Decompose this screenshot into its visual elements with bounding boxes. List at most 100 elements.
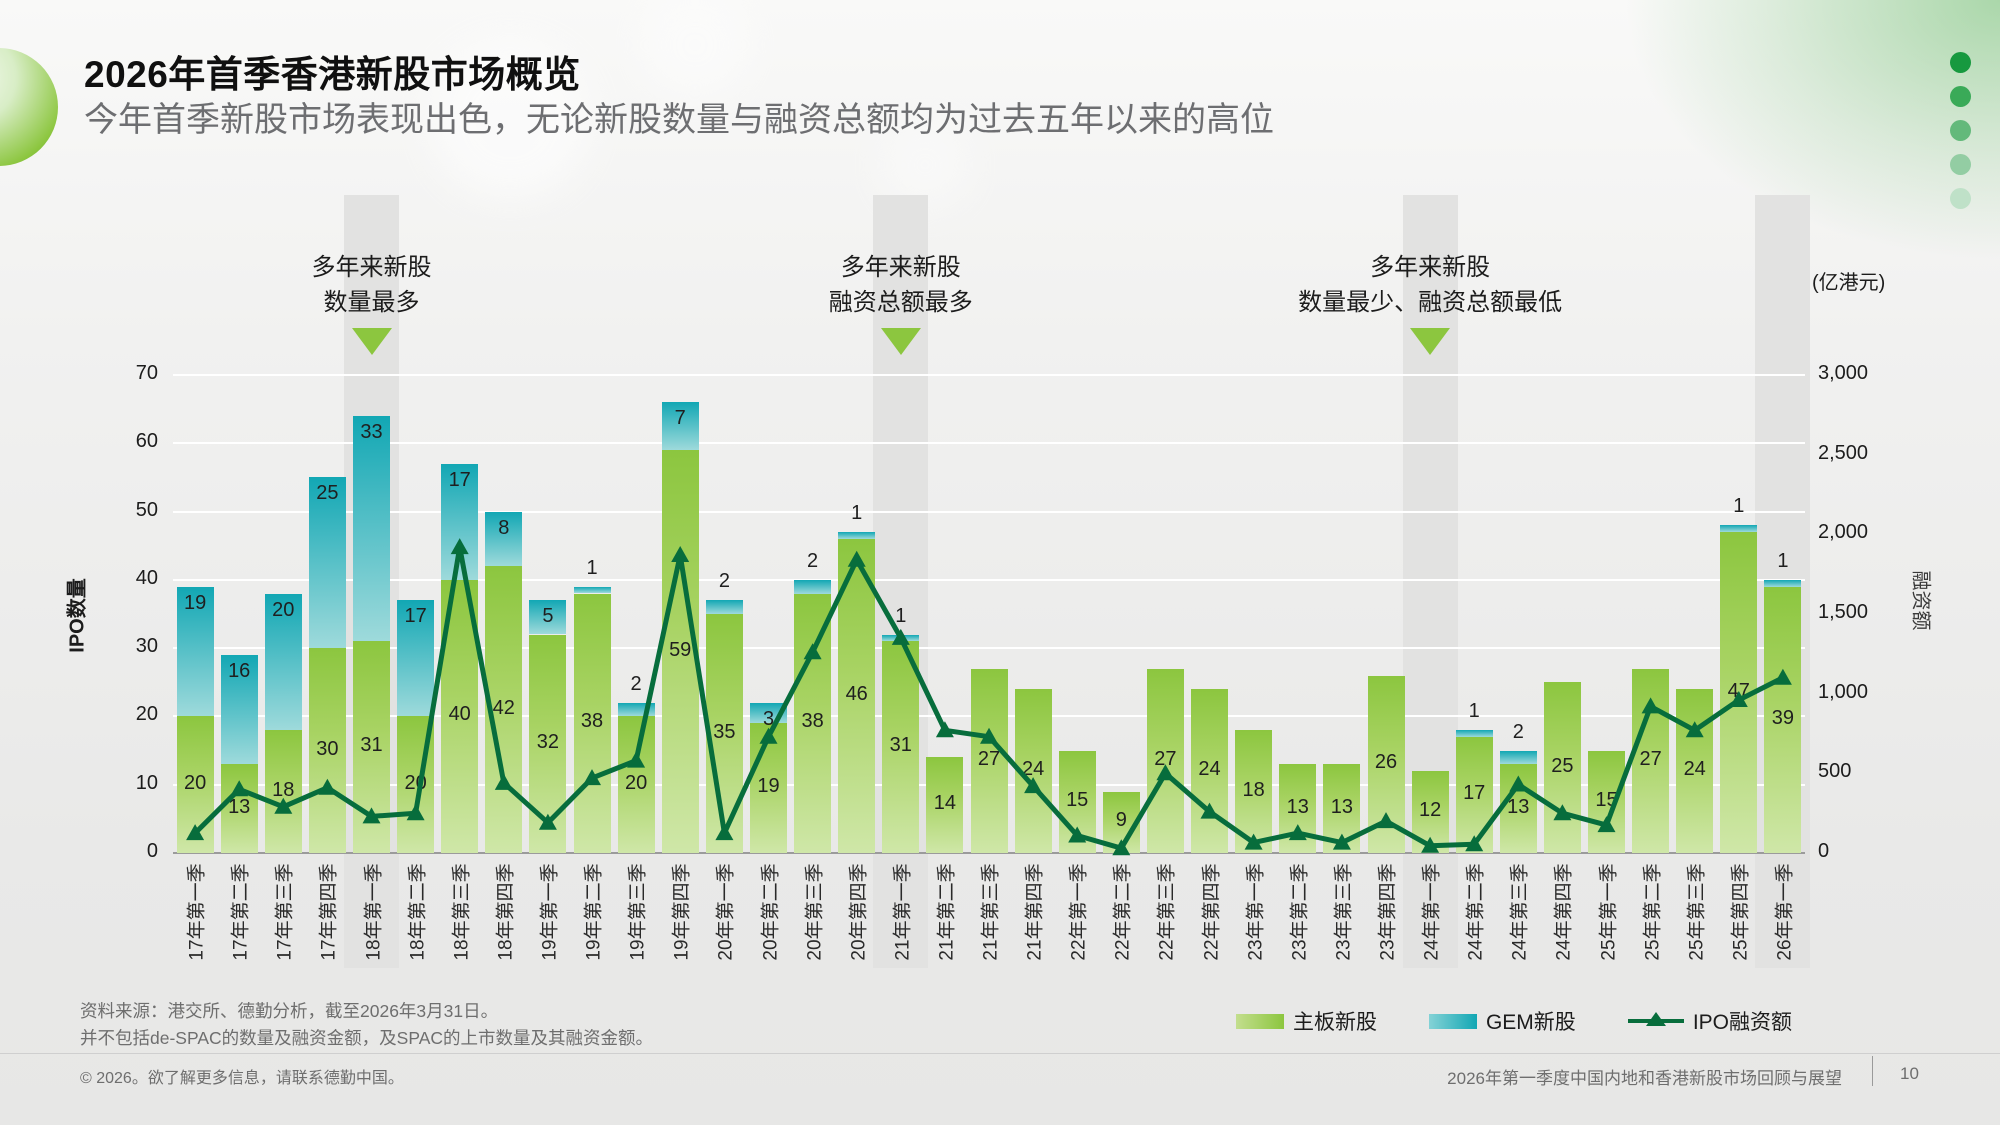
annotation: 多年来新股 数量最少、融资总额最低 — [1150, 250, 1710, 320]
page-number: 10 — [1900, 1064, 1919, 1083]
bar-label-main: 39 — [1771, 706, 1795, 729]
x-tick-text: 20年第一季 — [715, 863, 737, 961]
annotation-arrow-icon — [1410, 328, 1451, 355]
bar-label-gem: 17 — [404, 605, 427, 628]
annotation-line: 多年来新股 — [311, 254, 432, 281]
bar-label-gem: 5 — [542, 605, 554, 628]
legend-label-gem: GEM新股 — [1485, 1011, 1576, 1034]
annotation-line: 数量最多 — [323, 289, 420, 316]
bar-label-gem: 1 — [586, 556, 598, 579]
legend-item-gem: GEM新股 — [1428, 1006, 1576, 1036]
x-tick-text: 26年第一季 — [1774, 863, 1796, 961]
bar-gem — [1764, 579, 1802, 587]
bar-label-main: 15 — [1595, 788, 1618, 811]
x-tick-text: 24年第一季 — [1421, 863, 1443, 961]
x-tick-text: 21年第一季 — [892, 863, 914, 961]
x-tick-text: 24年第四季 — [1553, 863, 1575, 961]
x-tick-text: 24年第三季 — [1509, 863, 1531, 961]
left-tick-label: 30 — [135, 635, 158, 658]
x-tick-text: 22年第一季 — [1068, 863, 1090, 961]
x-tick-text: 17年第四季 — [318, 863, 340, 961]
bar-gem — [794, 579, 832, 594]
bar-label-gem: 8 — [498, 516, 510, 539]
left-tick-label: 20 — [135, 703, 158, 726]
bar-label-gem: 1 — [895, 604, 907, 627]
bar-label-main: 9 — [1115, 809, 1127, 832]
legend-label-ipo-funds: IPO融资额 — [1692, 1011, 1792, 1034]
bar-gem — [573, 586, 611, 594]
main-board-swatch-icon — [1235, 1013, 1284, 1029]
x-tick-text: 18年第四季 — [495, 863, 517, 961]
page-number-separator — [1872, 1056, 1873, 1086]
x-tick-text: 25年第一季 — [1598, 863, 1619, 961]
bar-gem — [705, 600, 743, 614]
page-subtitle: 今年首季新股市场表现出色，无论新股数量与融资总额均为过去五年以来的高位 — [84, 101, 1274, 139]
annotation-line: 多年来新股 — [1370, 254, 1491, 281]
x-tick-text: 21年第三季 — [980, 863, 1002, 961]
bar-label-main: 59 — [669, 638, 692, 661]
x-tick-text: 23年第四季 — [1377, 863, 1399, 961]
deck-title: 2026年第一季度中国内地和香港新股市场回顾与展望 — [1447, 1069, 1842, 1088]
bar-label-main: 31 — [889, 734, 912, 757]
bar-label-gem: 1 — [1777, 549, 1789, 572]
bar-label-main: 24 — [1683, 758, 1706, 781]
bar-gem — [838, 532, 876, 539]
source-line-2: 并不包括de-SPAC的数量及融资金额，及SPAC的上市数量及其融资金额。 — [80, 1028, 654, 1048]
bar-label-main: 32 — [536, 730, 560, 753]
left-tick-label: 10 — [135, 771, 158, 794]
gridline — [173, 374, 1805, 376]
x-tick-text: 25年第二季 — [1642, 863, 1664, 961]
left-tick-label: 0 — [146, 840, 158, 862]
bar-label-gem: 16 — [228, 660, 251, 682]
corner-dot-icon — [1950, 154, 1971, 175]
source-footnotes: 资料来源：港交所、德勤分析，截至2026年3月31日。 并不包括de-SPAC的… — [80, 998, 653, 1052]
corner-dot-icon — [1950, 120, 1971, 141]
source-line-1: 资料来源：港交所、德勤分析，截至2026年3月31日。 — [80, 1001, 499, 1021]
bar-label-gem: 33 — [360, 421, 383, 443]
page-title: 2026年首季香港新股市场概览 — [84, 54, 581, 95]
bar-label-gem: 25 — [316, 482, 339, 505]
left-tick-label: 70 — [135, 362, 158, 384]
bar-label-main: 38 — [580, 710, 604, 733]
right-tick-label: 1,000 — [1818, 680, 1869, 703]
bar-label-main: 42 — [492, 696, 515, 719]
corner-dot-icon — [1950, 52, 1971, 73]
corner-dot-icon — [1950, 188, 1971, 209]
x-tick-text: 18年第一季 — [363, 863, 384, 961]
bar-label-main: 47 — [1727, 679, 1750, 702]
right-axis-unit-label: (亿港元) — [1812, 272, 1886, 294]
bar-label-main: 20 — [624, 771, 648, 794]
x-tick-text: 25年第四季 — [1730, 863, 1752, 961]
bar-label-gem: 7 — [674, 407, 686, 430]
right-tick-label: 500 — [1818, 760, 1852, 783]
bar-label-gem: 2 — [1512, 720, 1524, 743]
bar-label-main: 46 — [845, 682, 868, 705]
copyright-text: © 2026。欲了解更多信息，请联系德勤中国。 — [80, 1070, 404, 1087]
legend-item-main-board: 主板新股 — [1235, 1006, 1377, 1036]
x-tick-text: 17年第三季 — [274, 863, 296, 961]
x-tick-text: 20年第三季 — [804, 863, 826, 961]
right-tick-label: 3,000 — [1818, 362, 1869, 384]
bar-label-gem: 2 — [630, 672, 642, 695]
x-tick-text: 22年第四季 — [1201, 863, 1222, 961]
bar-label-gem: 1 — [1733, 495, 1745, 518]
x-tick-text: 17年第二季 — [230, 863, 252, 961]
bar-gem — [661, 402, 699, 451]
bar-label-gem: 17 — [448, 468, 471, 491]
x-tick-text: 21年第二季 — [936, 863, 958, 961]
bar-label-gem: 2 — [718, 570, 730, 593]
legend-item-ipo-funds: IPO融资额 — [1627, 1006, 1792, 1036]
legend-label-main-board: 主板新股 — [1292, 1011, 1377, 1034]
x-tick-text: 18年第三季 — [451, 863, 473, 961]
bar-label-main: 31 — [360, 734, 383, 757]
right-tick-label: 0 — [1818, 840, 1830, 862]
bar-label-main: 26 — [1374, 751, 1398, 774]
bar-label-main: 25 — [1551, 754, 1574, 777]
annotation-arrow-icon — [880, 328, 921, 355]
annotation-line: 融资总额最多 — [828, 289, 973, 316]
annotation-line: 多年来新股 — [840, 254, 961, 281]
right-tick-label: 1,500 — [1818, 601, 1869, 623]
x-tick-text: 19年第一季 — [539, 863, 561, 961]
